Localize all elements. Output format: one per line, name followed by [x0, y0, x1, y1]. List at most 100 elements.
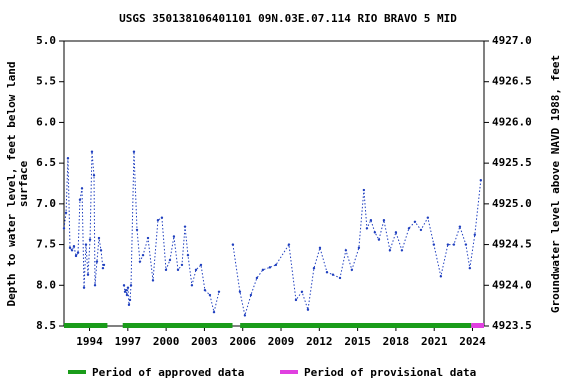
- data-point: [95, 260, 99, 263]
- data-point: [76, 251, 80, 254]
- y2-tick-label: 4924.0: [492, 278, 532, 291]
- data-point: [413, 220, 417, 223]
- y-tick-label: 6.0: [36, 115, 56, 128]
- data-point: [146, 236, 150, 240]
- data-point: [164, 268, 168, 272]
- data-point: [176, 268, 180, 272]
- data-point: [350, 268, 354, 272]
- data-point: [124, 288, 128, 292]
- x-tick-label: 1994: [76, 335, 103, 348]
- x-tick-label: 2018: [383, 335, 410, 348]
- x-tick-label: 2000: [153, 335, 180, 348]
- data-point: [70, 249, 74, 252]
- y-axis-label: Depth to water level, feet below landsur…: [5, 61, 30, 306]
- data-point: [212, 310, 216, 314]
- y2-axis-label: Groundwater level above NAVD 1988, feet: [549, 55, 562, 313]
- data-point: [249, 293, 253, 297]
- y2-tick-label: 4924.5: [492, 238, 532, 251]
- data-point: [400, 249, 404, 252]
- data-point: [66, 157, 70, 160]
- data-point: [97, 236, 101, 240]
- data-point: [151, 279, 155, 282]
- data-point: [473, 233, 477, 236]
- data-point: [479, 179, 483, 182]
- period-bar: [64, 323, 108, 328]
- y-axis-label-line: surface: [17, 160, 30, 207]
- data-point: [62, 227, 66, 230]
- data-point: [135, 228, 139, 232]
- data-point: [208, 293, 212, 297]
- data-point: [126, 286, 130, 289]
- data-point: [344, 249, 348, 252]
- data-point: [365, 227, 369, 230]
- data-point: [306, 308, 310, 311]
- data-point: [172, 235, 176, 238]
- data-point: [238, 290, 242, 293]
- y2-tick-label: 4926.5: [492, 75, 532, 88]
- data-point: [64, 211, 68, 215]
- data-point: [129, 284, 133, 287]
- data-point: [439, 275, 443, 278]
- data-point: [452, 243, 456, 246]
- data-point: [357, 246, 361, 250]
- data-point: [72, 245, 76, 248]
- data-point: [331, 273, 335, 276]
- data-point: [141, 253, 145, 257]
- data-point: [168, 258, 172, 262]
- data-point: [217, 290, 221, 293]
- y2-tick-label: 4927.0: [492, 34, 532, 47]
- data-point: [132, 150, 136, 153]
- data-point: [199, 263, 203, 267]
- data-point: [183, 225, 187, 228]
- y2-tick-label: 4925.5: [492, 156, 532, 169]
- data-point: [312, 266, 316, 270]
- x-tick-label: 2015: [344, 335, 371, 348]
- data-point: [80, 187, 84, 190]
- data-point: [203, 288, 207, 292]
- plot-frame: [63, 40, 485, 327]
- data-point: [160, 216, 164, 219]
- data-point: [468, 266, 472, 270]
- data-point: [88, 238, 92, 241]
- data-point: [458, 225, 462, 228]
- data-point: [125, 293, 129, 297]
- data-point: [190, 284, 194, 287]
- data-point: [74, 254, 78, 258]
- y2-tick-label: 4926.0: [492, 115, 532, 128]
- y-tick-label: 5.5: [36, 75, 56, 88]
- data-point: [243, 314, 247, 317]
- y-tick-label: 8.0: [36, 278, 56, 291]
- data-point: [407, 227, 411, 230]
- x-tick-label: 2003: [191, 335, 218, 348]
- period-bar: [240, 323, 472, 328]
- data-point: [138, 260, 142, 263]
- data-point: [101, 266, 105, 270]
- x-tick-label: 2024: [459, 335, 486, 348]
- data-point: [261, 268, 265, 272]
- x-tick-label: 2009: [268, 335, 295, 348]
- data-point: [338, 276, 342, 280]
- y-tick-label: 5.0: [36, 34, 56, 47]
- x-tick-label: 2021: [421, 335, 448, 348]
- chart-title: USGS 350138106401101 09N.03E.07.114 RIO …: [119, 12, 457, 25]
- data-point: [86, 273, 90, 276]
- y-axis-label-line: Depth to water level, feet below land: [5, 61, 18, 306]
- data-point: [68, 246, 72, 250]
- y-tick-label: 7.5: [36, 238, 56, 251]
- data-point: [369, 218, 373, 222]
- data-point: [432, 243, 436, 246]
- data-point: [362, 188, 366, 192]
- y-tick-label: 7.0: [36, 197, 56, 210]
- data-point: [99, 249, 103, 252]
- data-point: [102, 263, 106, 267]
- period-bar: [471, 323, 484, 328]
- data-point: [127, 303, 131, 307]
- y2-tick-label: 4923.5: [492, 319, 532, 332]
- data-point: [93, 284, 97, 287]
- y-tick-label: 6.5: [36, 156, 56, 169]
- legend-label: Period of approved data: [92, 366, 244, 379]
- data-point: [156, 218, 160, 222]
- data-point: [82, 286, 86, 289]
- data-point: [92, 174, 96, 177]
